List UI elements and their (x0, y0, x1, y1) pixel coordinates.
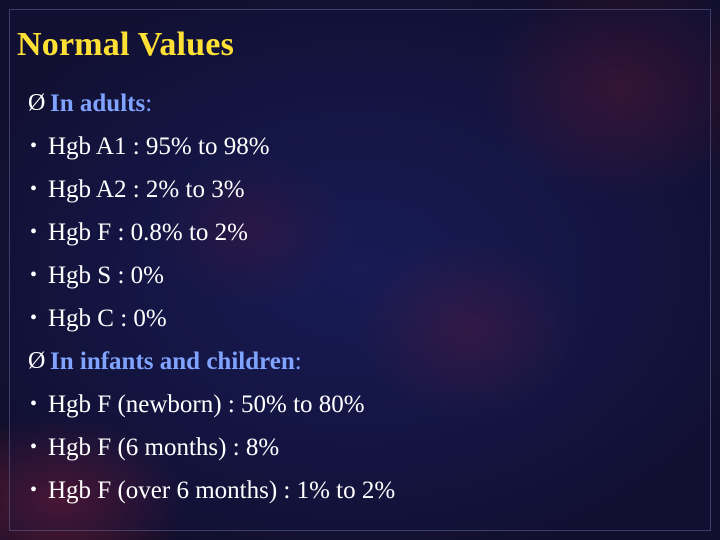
bullet-icon: • (30, 479, 38, 501)
slide-content: Ø In adults: • Hgb A1 : 95% to 98% • Hgb… (28, 82, 690, 512)
arrow-bullet-icon: Ø (28, 348, 46, 374)
list-item: • Hgb F (6 months) : 8% (30, 426, 690, 469)
list-item-text: Hgb F (over 6 months) : 1% to 2% (48, 477, 396, 504)
list-item-text: Hgb S : 0% (48, 262, 164, 289)
list-item-text: Hgb F (6 months) : 8% (48, 434, 280, 461)
bullet-icon: • (30, 307, 38, 329)
list-item-text: Hgb C : 0% (48, 305, 167, 332)
section-heading-adults: Ø In adults: (28, 82, 690, 125)
list-item-text: Hgb F (newborn) : 50% to 80% (48, 391, 365, 418)
bullet-icon: • (30, 221, 38, 243)
bullet-icon: • (30, 178, 38, 200)
section-heading-infants: Ø In infants and children: (28, 340, 690, 383)
bullet-icon: • (30, 264, 38, 286)
bullet-icon: • (30, 436, 38, 458)
list-item-text: Hgb F : 0.8% to 2% (48, 219, 248, 246)
list-item: • Hgb A2 : 2% to 3% (30, 168, 690, 211)
list-item-text: Hgb A2 : 2% to 3% (48, 176, 245, 203)
list-item: • Hgb C : 0% (30, 297, 690, 340)
arrow-bullet-icon: Ø (28, 90, 46, 116)
list-item: • Hgb A1 : 95% to 98% (30, 125, 690, 168)
slide-frame (9, 9, 711, 531)
section-heading-label: In adults (50, 90, 146, 117)
heading-colon: : (145, 90, 153, 117)
list-item: • Hgb S : 0% (30, 254, 690, 297)
bullet-icon: • (30, 393, 38, 415)
bullet-icon: • (30, 135, 38, 157)
list-item: • Hgb F : 0.8% to 2% (30, 211, 690, 254)
slide-title: Normal Values (17, 26, 235, 63)
list-item: • Hgb F (over 6 months) : 1% to 2% (30, 469, 690, 512)
list-item-text: Hgb A1 : 95% to 98% (48, 133, 270, 160)
section-heading-label: In infants and children (50, 348, 295, 375)
list-item: • Hgb F (newborn) : 50% to 80% (30, 383, 690, 426)
heading-colon: : (294, 348, 302, 375)
